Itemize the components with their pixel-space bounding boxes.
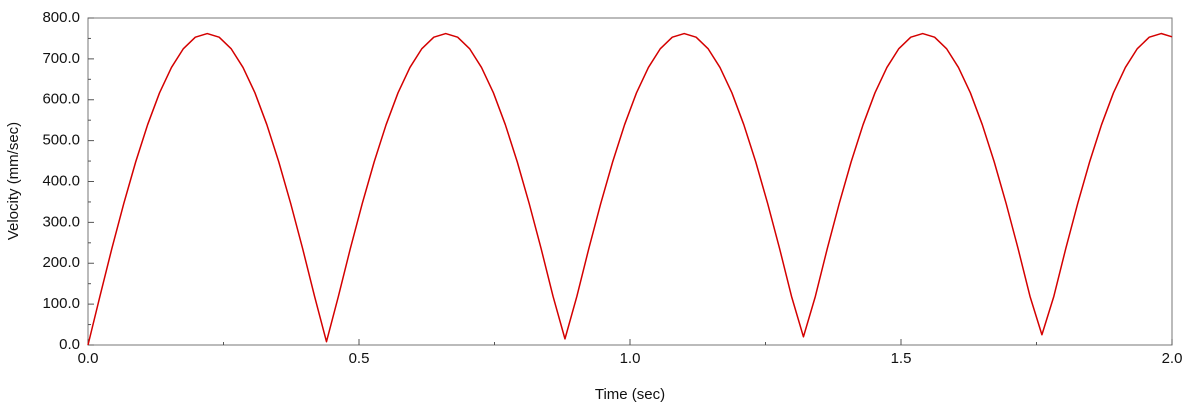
y-tick-label: 400.0 — [42, 172, 80, 189]
y-tick-label: 200.0 — [42, 254, 80, 271]
y-tick-label: 500.0 — [42, 132, 80, 149]
x-tick-label: 1.0 — [620, 350, 641, 367]
velocity-line — [87, 32, 1173, 346]
x-axis-title: Time (sec) — [595, 386, 665, 403]
y-tick-label: 0.0 — [59, 336, 80, 353]
x-tick-label: 0.0 — [78, 350, 99, 367]
x-tick-label: 0.5 — [349, 350, 370, 367]
y-tick-label: 100.0 — [42, 295, 80, 312]
y-tick-label: 600.0 — [42, 91, 80, 108]
y-tick-label: 300.0 — [42, 213, 80, 230]
x-tick-label: 2.0 — [1162, 350, 1183, 367]
y-tick-label: 800.0 — [42, 9, 80, 26]
plot-frame — [87, 17, 1173, 346]
x-tick-label: 1.5 — [891, 350, 912, 367]
y-tick-label: 700.0 — [42, 50, 80, 67]
y-axis-title: Velocity (mm/sec) — [5, 122, 22, 240]
